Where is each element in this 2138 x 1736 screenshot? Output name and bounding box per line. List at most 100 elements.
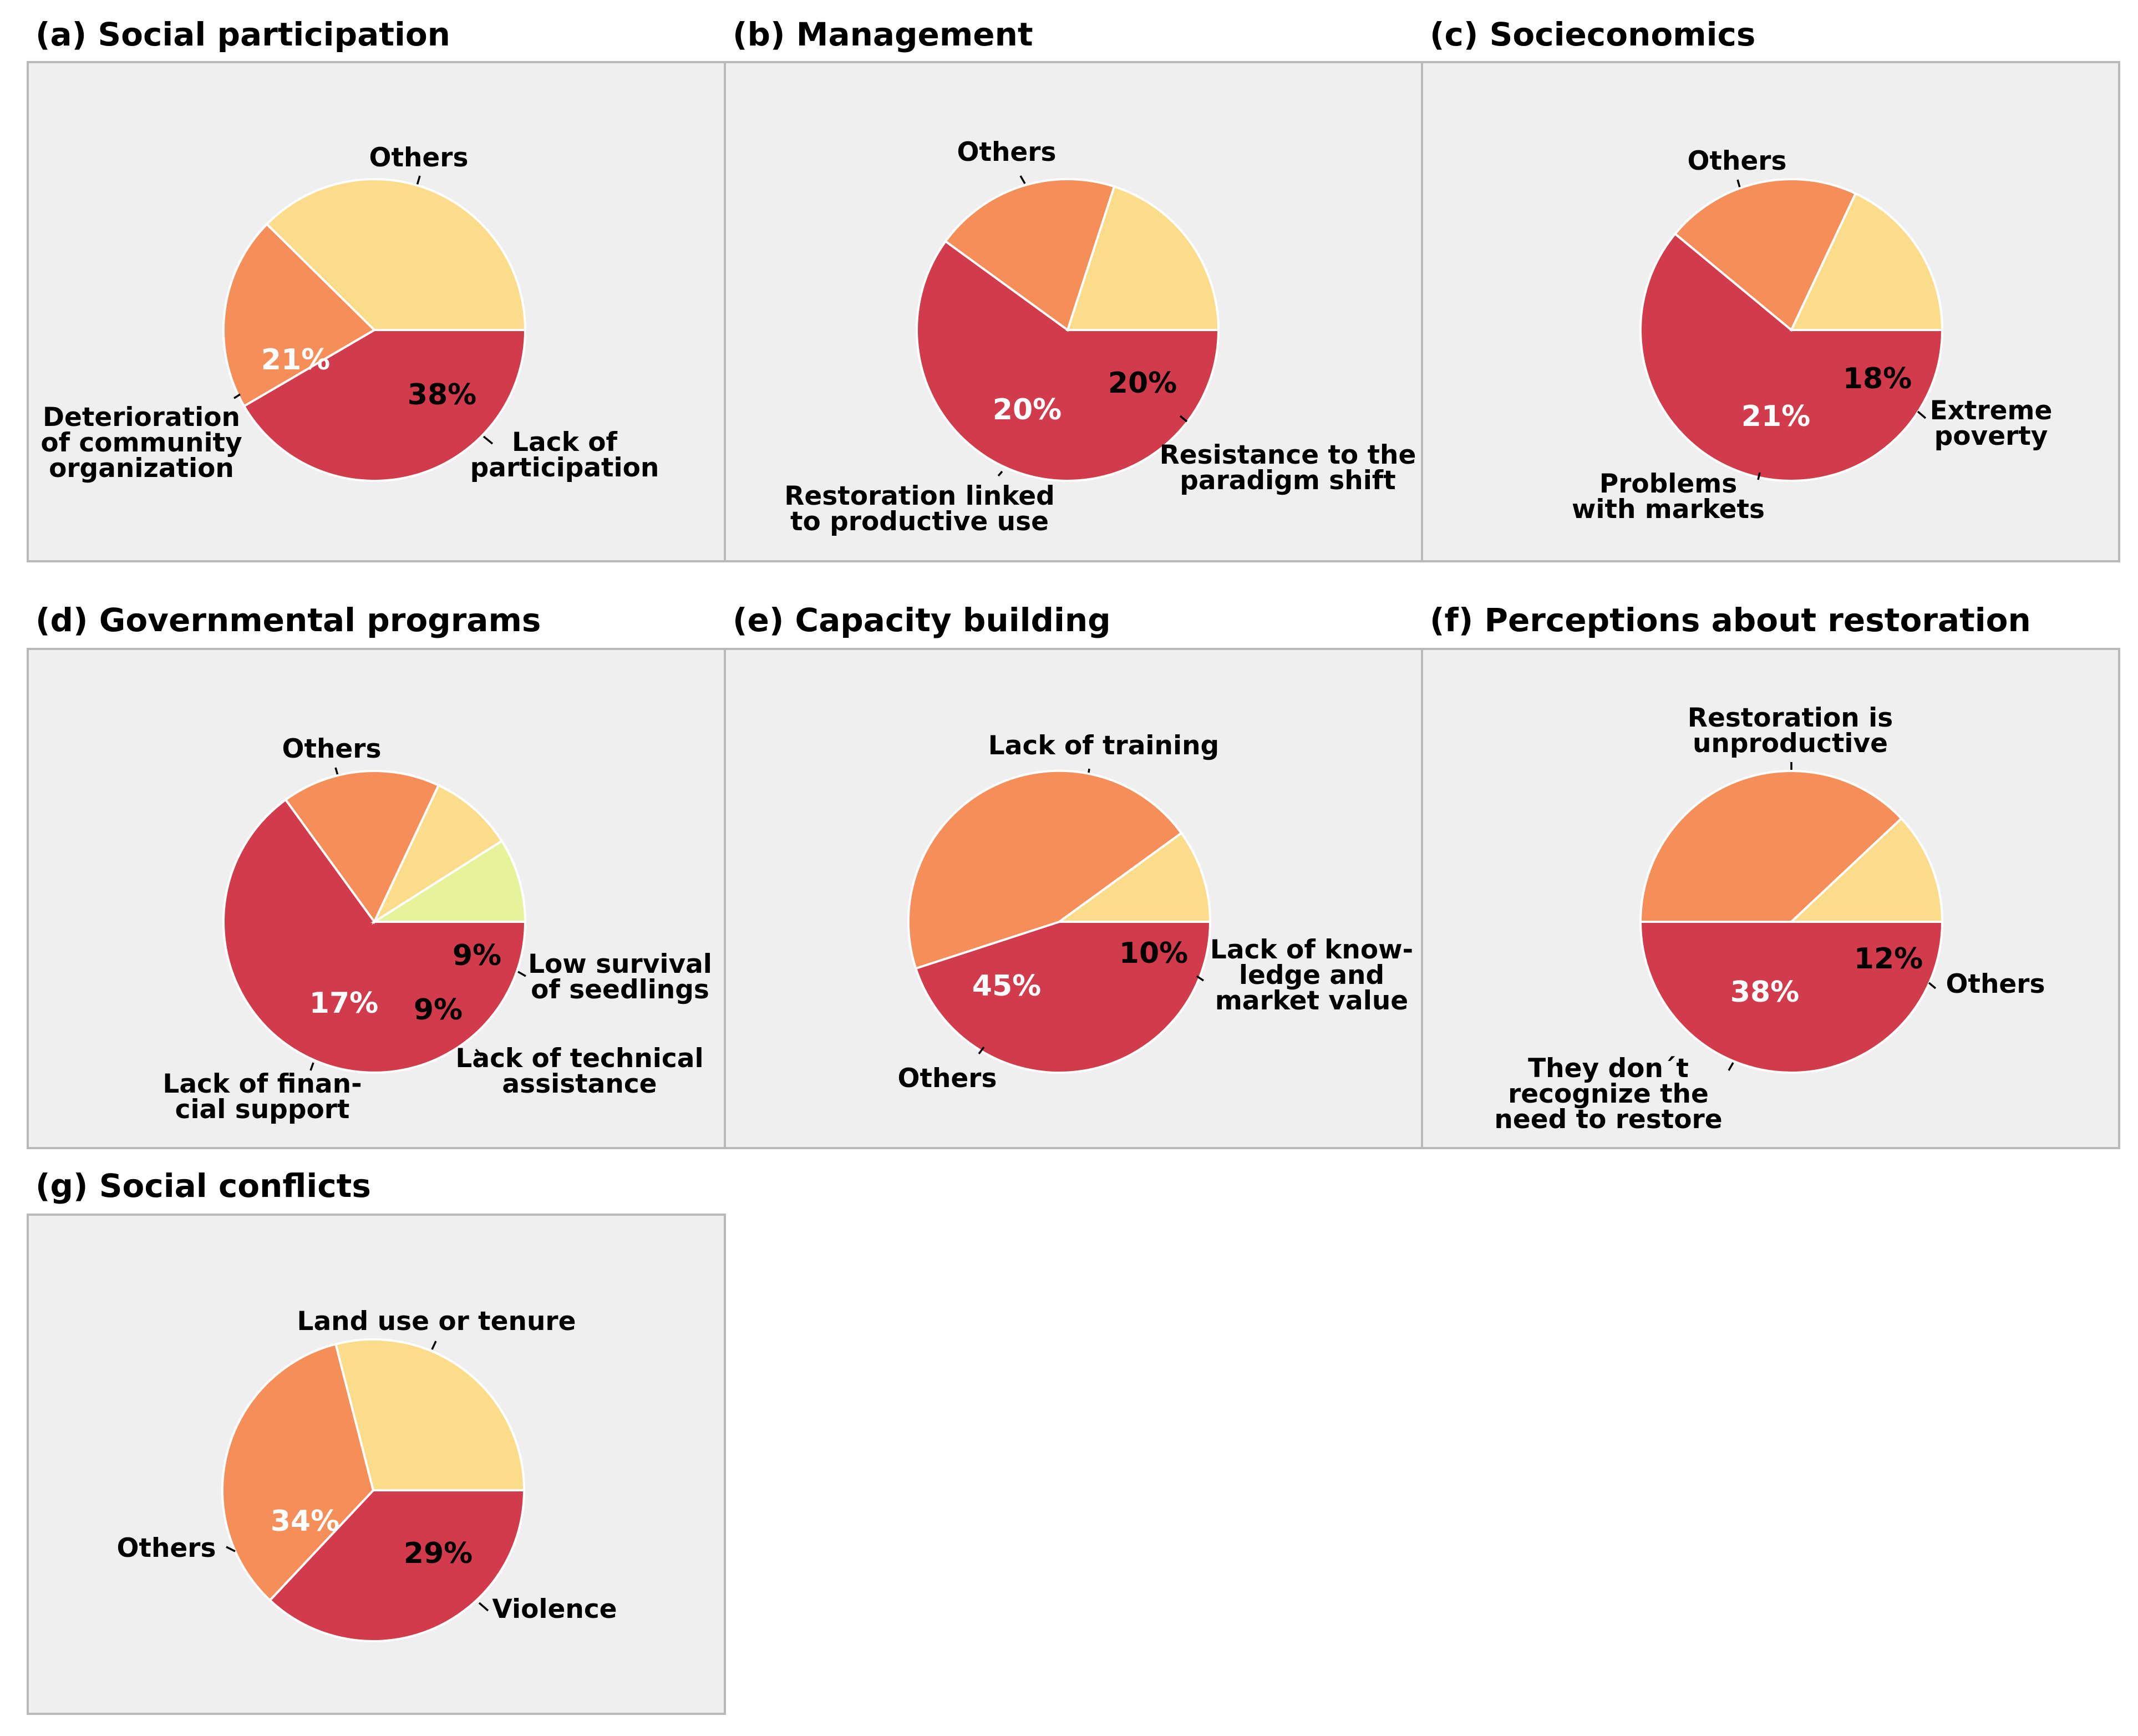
pie-slice-problems-with-markets bbox=[1673, 178, 1857, 332]
category-label-line: They don´t bbox=[1528, 1053, 1689, 1084]
pie-slice-restoration-linked-to-productive-use bbox=[944, 177, 1116, 332]
category-label-line: ledge and bbox=[1239, 960, 1384, 991]
category-label-line: assistance bbox=[502, 1069, 657, 1099]
category-label-they-don-t-recognize-the-need-to-restore: They don´t recognize the need to restore bbox=[1494, 1053, 1722, 1135]
pie-slice-restoration-is-unproductive bbox=[1639, 921, 1944, 1074]
category-label-line: Others bbox=[1688, 146, 1787, 176]
panel-a-social-participation: (a) Social participation42%Others21%Dete… bbox=[27, 16, 726, 562]
category-label-line: Deterioration bbox=[43, 402, 240, 433]
panel-title: (f) Perceptions about restoration bbox=[1430, 601, 2031, 639]
category-label-line: to productive use bbox=[790, 506, 1049, 537]
category-label-line: Low survival bbox=[528, 949, 712, 979]
category-label-restoration-linked-to-productive-use: Restoration linked to productive use bbox=[784, 481, 1055, 537]
percent-label: 18% bbox=[1843, 362, 1912, 395]
percent-label: 34% bbox=[271, 1505, 339, 1538]
percent-label: 17% bbox=[309, 987, 378, 1020]
category-label-lack-of-financial-support: Lack of finan-cial support bbox=[162, 1069, 362, 1125]
category-label-line: Others bbox=[898, 1063, 997, 1094]
category-label-line: recognize the bbox=[1508, 1079, 1709, 1109]
pie-slice-extreme-poverty bbox=[1789, 192, 1944, 331]
category-label-line: Lack of technical bbox=[455, 1043, 703, 1074]
pie-slice-lack-of-participation bbox=[265, 178, 527, 331]
panel-c-socieconomics: (c) Socieconomics42%Others21%Problemswit… bbox=[1421, 16, 2120, 562]
panel-e-capacity-building: (e) Capacity building 45% Lack of training… bbox=[724, 601, 1423, 1149]
category-label-restoration-is-unproductive: Restoration is unproductive bbox=[1688, 703, 1893, 759]
pie-slice-they-don-t-recognize-the-need-to-restore bbox=[1639, 770, 1903, 923]
pie-slice-lack-of-training bbox=[914, 921, 1212, 1074]
panel-title: (a) Social participation bbox=[35, 16, 450, 53]
category-label-line: poverty bbox=[1934, 421, 2048, 451]
pie-slice-violence bbox=[334, 1338, 526, 1491]
percent-label: 20% bbox=[993, 393, 1062, 427]
pie-slice-others bbox=[916, 240, 1220, 482]
panel-f-perceptions-about-restoration: (f) Perceptions about restoration50%Rest… bbox=[1421, 601, 2120, 1149]
category-label-low-survival-of-seedlings: Low survival of seedlings bbox=[528, 949, 712, 1005]
panel-title: (g) Social conflicts bbox=[35, 1167, 371, 1205]
category-label-line: Resistance to the bbox=[1160, 440, 1416, 470]
pie-slice-others bbox=[221, 1343, 375, 1602]
leader-line bbox=[1736, 179, 1741, 188]
category-label-line: Others bbox=[1946, 969, 2045, 999]
category-label-lack-of-participation: Lack of participation bbox=[470, 427, 659, 483]
category-label-others: Others bbox=[898, 1063, 997, 1094]
category-label-deterioration-of-community-organization: Deterioration of community organization bbox=[40, 402, 242, 484]
percent-label: 12% bbox=[1854, 942, 1923, 976]
leader-line bbox=[1019, 175, 1026, 184]
percent-label: 38% bbox=[1730, 976, 1799, 1009]
panel-title: (b) Management bbox=[733, 16, 1033, 53]
percent-label: 21% bbox=[1741, 400, 1810, 433]
category-label-resistance-to-the-paradigm-shift: Resistance to the paradigm shift bbox=[1160, 440, 1416, 496]
category-label-line: market value bbox=[1215, 986, 1408, 1016]
leader-line bbox=[997, 470, 1003, 477]
leader-line bbox=[483, 435, 494, 445]
percent-label: 10% bbox=[1119, 937, 1188, 970]
category-label-problems-with-markets: Problems with markets bbox=[1572, 469, 1765, 525]
category-label-others: Others bbox=[369, 143, 469, 173]
category-label-lack-of-knowledge-and-market-value: Lack of know-ledge and market value bbox=[1210, 935, 1413, 1016]
category-label-line: Extreme bbox=[1930, 395, 2053, 426]
percent-label: 38% bbox=[408, 378, 476, 412]
category-label-line: Violence bbox=[492, 1594, 617, 1625]
pie-slice-others bbox=[907, 769, 1183, 970]
pie-slice-others bbox=[222, 798, 527, 1074]
category-label-line: of community bbox=[40, 428, 242, 458]
leader-line bbox=[978, 1046, 985, 1055]
category-label-line: unproductive bbox=[1693, 728, 1888, 759]
category-label-line: Others bbox=[282, 734, 382, 764]
percent-label: 45% bbox=[972, 969, 1041, 1003]
pie-slice-lack-of-financial-support bbox=[284, 769, 440, 924]
panel-title: (e) Capacity building bbox=[733, 601, 1111, 639]
percent-label: 20% bbox=[1108, 367, 1177, 400]
category-label-line: Lack of training bbox=[988, 730, 1219, 761]
category-label-others: Others bbox=[282, 734, 382, 764]
percent-label: 29% bbox=[404, 1537, 473, 1570]
percent-label: 9% bbox=[414, 993, 463, 1027]
category-label-others: Others bbox=[1688, 146, 1787, 176]
leader-line bbox=[233, 393, 241, 399]
percent-label: 21% bbox=[261, 343, 330, 377]
leader-line bbox=[1179, 415, 1188, 423]
category-label-others: Others bbox=[1946, 969, 2045, 999]
category-label-line: Restoration linked bbox=[784, 481, 1055, 511]
panel-g-social-conflicts: (g) Social conflicts37%Land use or tenur… bbox=[27, 1167, 726, 1715]
category-label-line: Others bbox=[957, 137, 1057, 167]
category-label-line: with markets bbox=[1572, 494, 1765, 525]
category-label-others: Others bbox=[957, 137, 1057, 167]
percent-label: 9% bbox=[453, 939, 501, 972]
leader-line bbox=[1757, 472, 1761, 480]
category-label-line: need to restore bbox=[1494, 1104, 1722, 1135]
panel-title: (d) Governmental programs bbox=[35, 601, 541, 639]
pie-slice-lack-of-technical-assistance bbox=[372, 784, 504, 925]
pie-slice-others bbox=[1788, 816, 1944, 923]
category-label-line: organization bbox=[49, 453, 234, 484]
pie-slice-deterioration-of-community-organization bbox=[222, 222, 377, 408]
pie-slice-resistance-to-the-paradigm-shift bbox=[1066, 185, 1220, 331]
pie-slice-land-use-or-tenure bbox=[268, 1489, 526, 1643]
category-label-line: Others bbox=[369, 143, 469, 173]
category-label-extreme-poverty: Extreme poverty bbox=[1930, 395, 2053, 451]
category-label-line: of seedlings bbox=[531, 974, 709, 1005]
panel-title: (c) Socieconomics bbox=[1430, 16, 1755, 53]
leader-line bbox=[1728, 1062, 1734, 1071]
leader-line bbox=[309, 1062, 314, 1071]
